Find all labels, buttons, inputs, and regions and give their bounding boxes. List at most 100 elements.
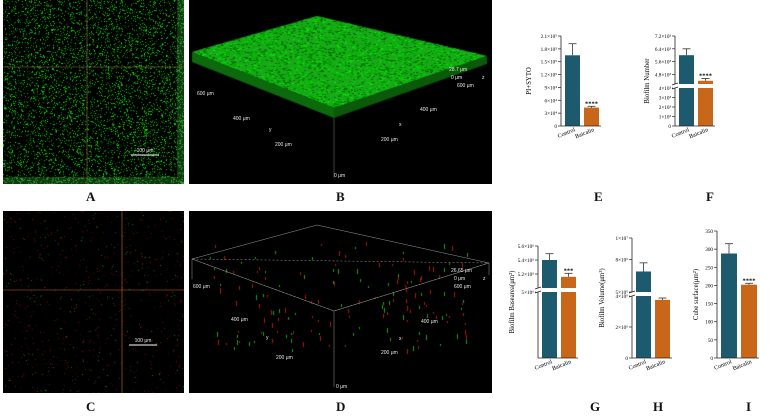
panel-label-b: B (336, 189, 345, 204)
break-mark (534, 286, 542, 290)
significance-marker: **** (743, 277, 756, 284)
chart-h: 02×10⁶4×10⁶5×10⁶8×10⁶1×10⁷****ControlBai… (599, 236, 674, 372)
y-tick-label: 1.8×10⁵ (541, 47, 558, 53)
svg-text:600 μm: 600 μm (457, 83, 474, 89)
break-mark (628, 294, 636, 298)
y-axis-label: Biofilm Volume(μm³) (599, 268, 606, 327)
break-mark (534, 290, 542, 294)
panel-label-d: D (336, 399, 346, 414)
y-tick-label: 9×10⁴ (544, 85, 557, 91)
biofilm-3d-image-b (189, 0, 492, 184)
axis-break (673, 84, 717, 88)
svg-text:400 μm: 400 μm (421, 319, 438, 325)
y-tick-label: 0 (625, 356, 628, 362)
y-tick-label: 3×10³ (659, 96, 672, 102)
panel-label-c: C (86, 399, 96, 414)
chart-f: 0 1×10³ 2×10³ 3×10³ 4×10³ 4.8×10³ 5.6×10³ 6.4×1… (644, 34, 717, 140)
bar-baicalin (741, 284, 757, 358)
y-tick-label: 5.2×10⁶ (518, 272, 535, 278)
y-tick-label: 5×10⁶ (521, 290, 534, 296)
y-tick-label: 6.4×10³ (655, 47, 672, 53)
image-panel-d: 26.65 μm 0 μm z 600 μm 400 μm x 200 μm 0… (189, 211, 492, 393)
chart-i: 0 50 100 150 200 250 300 350 **** Control Baicalin… (693, 229, 759, 372)
chart-e: 0 3×10⁴ 6×10⁴ 9×10⁴ 1.2×10⁵ 1.5×10⁵ 1.8×10⁵ 2.1… (526, 34, 601, 140)
svg-text:y: y (269, 127, 272, 133)
y-tick-label: 2×10⁶ (615, 325, 628, 331)
y-tick-label: 1.2×10⁵ (541, 73, 558, 79)
y-tick-label: 5.6×10⁶ (518, 244, 535, 250)
image-panel-a: 100 μm (3, 0, 184, 184)
chart-g: 5.6×10⁶ 5.4×10⁶ 5.2×10⁶ 5×10⁶ *** ControlBaic… (509, 244, 580, 372)
significance-marker: *** (564, 267, 574, 274)
y-tick-label: 350 (705, 229, 713, 235)
bar-control (679, 55, 694, 127)
y-tick-label: 0 (554, 124, 557, 130)
y-tick-label: 0 (710, 356, 713, 362)
y-axis-label: PI+SYTO (526, 67, 533, 95)
svg-text:x: x (399, 336, 402, 342)
y-tick-label: 5.6×10³ (655, 60, 672, 66)
svg-text:0 μm: 0 μm (454, 276, 465, 282)
svg-text:200 μm: 200 μm (276, 355, 293, 361)
y-tick-label: 5.4×10⁶ (518, 258, 535, 264)
svg-text:400 μm: 400 μm (233, 116, 250, 122)
z-height-label: 26.65 μm (451, 268, 472, 274)
bar-control (636, 271, 651, 358)
category-label: Baicalin (551, 359, 572, 372)
category-label: Control (534, 359, 554, 372)
panel-label-e: E (594, 189, 603, 204)
y-tick-label: 4.8×10³ (655, 72, 672, 78)
category-label: Baicalin (645, 359, 666, 372)
y-tick-label: 3×10⁴ (544, 111, 557, 117)
y-tick-label: 8×10⁶ (615, 258, 628, 264)
svg-text:z: z (482, 75, 485, 81)
significance-marker: **** (699, 72, 712, 79)
y-tick-label: 1.5×10⁵ (541, 60, 558, 66)
panel-label-a: A (86, 189, 96, 204)
scale-label: 100 μm (135, 338, 152, 344)
svg-text:600 μm: 600 μm (454, 284, 471, 290)
bar-control (721, 253, 737, 358)
z-height-label: 28.7 μm (449, 67, 467, 73)
y-axis-label: Biofilm Basearea(μm²) (509, 271, 516, 334)
biofilm-sparse-image-c (3, 211, 184, 393)
panel-label-h: H (653, 399, 664, 414)
overlay-b: 28.7 μm 0 μm z 600 μm 400 μm x 200 μm 0 … (197, 67, 485, 179)
bar-baicalin (655, 299, 670, 358)
significance-marker: **** (585, 100, 598, 107)
category-label: Baicalin (688, 127, 709, 140)
y-tick-label: 1×10³ (659, 115, 672, 121)
category-label: Control (713, 359, 733, 372)
y-tick-label: 7.2×10³ (655, 34, 672, 40)
bar-control (565, 55, 580, 126)
svg-text:200 μm: 200 μm (275, 142, 292, 148)
svg-text:z: z (483, 276, 486, 282)
panel-label-f: F (706, 189, 714, 204)
image-panel-c: 100 μm (3, 211, 184, 393)
overlay-c: 100 μm (3, 211, 184, 393)
category-label: Baicalin (574, 127, 595, 140)
category-label: Control (628, 359, 648, 372)
y-tick-label: 100 (705, 320, 713, 326)
axis-break (536, 288, 580, 292)
svg-text:0 μm: 0 μm (451, 75, 462, 81)
svg-text:x: x (399, 122, 402, 128)
y-axis-label: Biofilm Number (644, 58, 651, 104)
break-mark (671, 86, 679, 90)
y-tick-label: 50 (708, 338, 714, 344)
y-tick-label: 6×10⁴ (544, 98, 557, 104)
biofilm-green-image-a (3, 0, 184, 184)
bar-baicalin (698, 80, 713, 126)
y-tick-label: 4×10³ (659, 86, 672, 92)
svg-text:600 μm: 600 μm (193, 284, 210, 290)
axis-break (630, 292, 674, 296)
panel-label-g: G (590, 399, 601, 414)
category-label: Control (671, 127, 691, 140)
svg-text:y: y (266, 335, 269, 341)
y-tick-label: 250 (705, 265, 713, 271)
bar-baicalin (584, 107, 599, 126)
scale-label: 100 μm (137, 148, 154, 154)
biofilm-3d-image-d (189, 211, 492, 393)
svg-text:400 μm: 400 μm (231, 317, 248, 323)
category-label: Control (557, 127, 577, 140)
